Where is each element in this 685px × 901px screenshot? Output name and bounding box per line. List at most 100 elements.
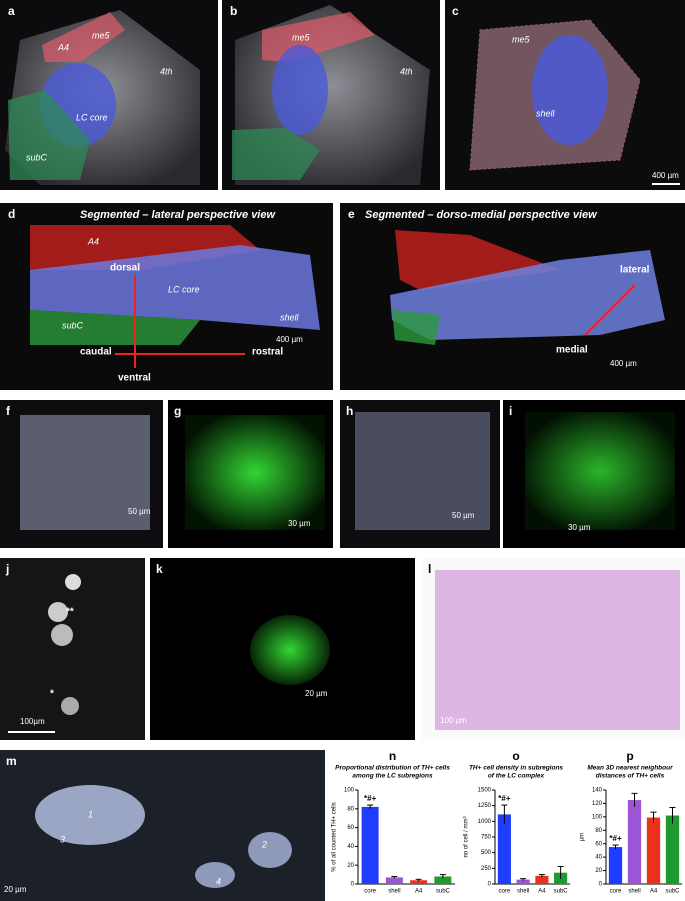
y-tick-label: 0: [351, 882, 355, 888]
panel-title: Segmented – lateral perspective view: [80, 209, 276, 221]
y-tick-label: 250: [481, 866, 492, 872]
cell-label: 4: [216, 876, 221, 886]
bar: [646, 817, 661, 884]
x-tick-label: A4: [415, 889, 423, 895]
x-tick-label: subC: [436, 889, 451, 895]
panel-c: c me5 shell 400 µm: [445, 0, 685, 190]
panel-f: f 50 µm: [0, 400, 163, 548]
panel-letter: i: [509, 404, 512, 418]
panel-m: m 1 2 3 4 20 µm: [0, 750, 325, 901]
bar: [627, 800, 642, 884]
annotation: **: [66, 607, 74, 618]
panel-letter: l: [428, 562, 431, 576]
panel-letter: e: [348, 207, 355, 221]
y-axis-label: % of all counted TH+ cells: [332, 802, 338, 871]
direction-label: dorsal: [110, 263, 140, 274]
y-tick-label: 40: [595, 855, 602, 861]
panel-l: l 100 µm: [422, 558, 685, 740]
chart-title: Proportional distribution of TH+ cells: [335, 765, 450, 772]
scale-label: 50 µm: [128, 507, 151, 516]
region-label: me5: [512, 34, 531, 44]
y-tick-label: 20: [347, 863, 354, 869]
panel-i: i 30 µm: [503, 400, 685, 548]
annotation: *: [50, 689, 54, 700]
scale-label: 30 µm: [568, 523, 591, 532]
y-tick-label: 0: [488, 882, 492, 888]
chart-title: TH+ cell density in subregions: [469, 765, 563, 772]
annotation: *#+: [364, 794, 377, 803]
cell-label: 2: [261, 839, 267, 849]
region-label: 4th: [400, 66, 413, 76]
scale-label: 400 µm: [652, 171, 679, 180]
panel-d: d Segmented – lateral perspective view A…: [0, 203, 333, 390]
region-label: 4th: [160, 66, 173, 76]
bar: [516, 879, 530, 884]
region-label: A4: [57, 42, 69, 52]
y-tick-label: 40: [347, 844, 354, 850]
panel-letter: d: [8, 207, 15, 221]
region-label: me5: [292, 32, 311, 42]
panel-letter: n: [389, 749, 396, 763]
y-tick-label: 100: [592, 814, 603, 820]
scale-label: 100 µm: [440, 716, 467, 725]
panel-letter: j: [5, 562, 9, 576]
x-tick-label: shell: [388, 889, 400, 895]
bar: [361, 806, 379, 884]
panel-letter: g: [174, 404, 181, 418]
direction-label: caudal: [80, 347, 112, 358]
panel-a: a A4 me5 4th LC core subC: [0, 0, 218, 190]
x-tick-label: core: [364, 889, 376, 895]
x-tick-label: shell: [517, 889, 529, 895]
chart-title: distances of TH+ cells: [596, 773, 665, 780]
region-label: shell: [536, 108, 556, 118]
panel-letter: a: [8, 4, 15, 18]
x-tick-label: core: [499, 889, 511, 895]
panel-letter: o: [512, 749, 519, 763]
annotation: *#+: [498, 794, 511, 803]
y-tick-label: 0: [599, 882, 603, 888]
scale-label: 50 µm: [452, 511, 475, 520]
region-label: LC core: [76, 112, 108, 122]
region-label: shell: [280, 312, 300, 322]
panel-e: e Segmented – dorso-medial perspective v…: [340, 203, 685, 390]
panel-title: Segmented – dorso-medial perspective vie…: [365, 209, 598, 221]
y-tick-label: 20: [595, 868, 602, 874]
chart-title: among the LC subregions: [352, 773, 433, 780]
scale-label: 400 µm: [610, 359, 637, 368]
bar: [608, 847, 623, 884]
region-label: subC: [62, 320, 84, 330]
bar: [410, 880, 428, 884]
x-tick-label: A4: [650, 889, 658, 895]
panel-letter: k: [156, 562, 163, 576]
region-label: A4: [87, 236, 99, 246]
bar: [535, 875, 549, 884]
region-label: subC: [26, 152, 48, 162]
chart-title: Mean 3D nearest neighbour: [587, 765, 673, 772]
y-tick-label: 60: [595, 841, 602, 847]
panel-letter: m: [6, 754, 17, 768]
y-tick-label: 500: [481, 850, 492, 856]
y-tick-label: 1250: [478, 803, 492, 809]
x-tick-label: A4: [538, 889, 546, 895]
direction-label: medial: [556, 345, 588, 356]
region-label: LC core: [168, 284, 200, 294]
panel-g: g 30 µm: [168, 400, 333, 548]
y-tick-label: 1500: [478, 788, 492, 794]
x-tick-label: subC: [554, 889, 569, 895]
y-tick-label: 80: [595, 828, 602, 834]
panel-letter: h: [346, 404, 353, 418]
y-tick-label: 100: [344, 788, 355, 794]
panel-k: k 20 µm: [150, 558, 415, 740]
panel-h: h 50 µm: [340, 400, 500, 548]
panel-letter: b: [230, 4, 237, 18]
direction-label: ventral: [118, 373, 151, 384]
chart-title: of the LC complex: [488, 773, 545, 780]
direction-label: rostral: [252, 347, 283, 358]
y-tick-label: 750: [481, 835, 492, 841]
panel-b: b me5 4th: [222, 0, 440, 190]
y-tick-label: 60: [347, 825, 354, 831]
annotation: *#+: [609, 834, 622, 843]
y-tick-label: 80: [347, 806, 354, 812]
y-tick-label: 1000: [478, 819, 492, 825]
